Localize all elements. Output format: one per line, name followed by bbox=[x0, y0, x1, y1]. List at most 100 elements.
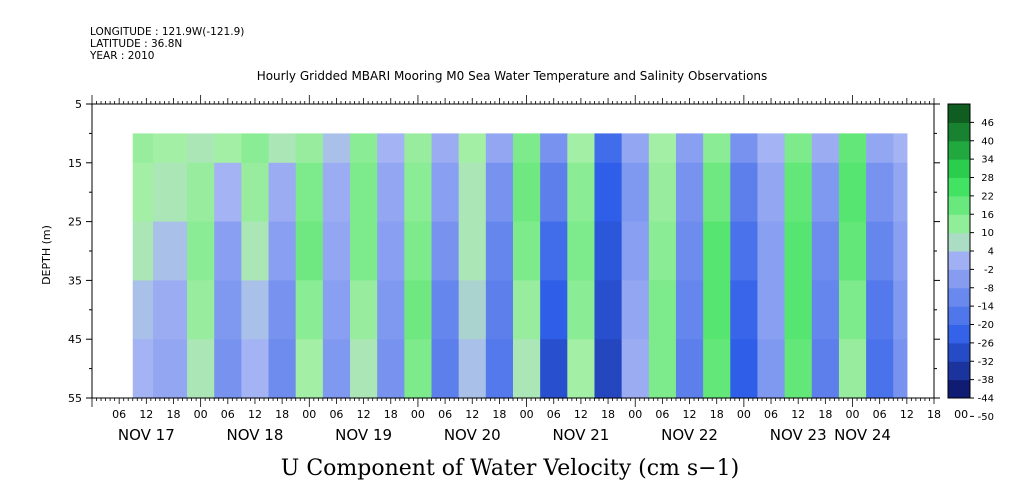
colorbar-label: -32 bbox=[978, 357, 994, 368]
heatmap-cell bbox=[153, 339, 188, 399]
latitude-label: LATITUDE : 36.8N bbox=[90, 38, 183, 50]
colorbar-swatch bbox=[948, 287, 970, 307]
heatmap-cell bbox=[377, 162, 405, 223]
heatmap-cell bbox=[675, 221, 704, 281]
x-hour-label: 00 bbox=[194, 408, 208, 421]
colorbar-label: -8 bbox=[984, 283, 994, 294]
x-hour-label: 00 bbox=[628, 408, 642, 421]
heatmap-cell bbox=[268, 221, 297, 281]
heatmap-cell bbox=[703, 221, 731, 281]
heatmap-cell bbox=[322, 133, 351, 164]
longitude-label: LONGITUDE : 121.9W(-121.9) bbox=[90, 26, 245, 38]
x-hour-label: 12 bbox=[683, 408, 697, 421]
heatmap-cell bbox=[153, 280, 188, 340]
colorbar-label: -38 bbox=[978, 375, 994, 386]
y-axis-label: DEPTH (m) bbox=[40, 225, 53, 285]
heatmap-cell bbox=[811, 162, 840, 223]
heatmap-cell bbox=[377, 221, 405, 281]
heatmap-cell bbox=[567, 280, 596, 340]
heatmap-cell bbox=[404, 221, 433, 281]
y-tick-label: 55 bbox=[68, 392, 82, 405]
heatmap-cell bbox=[703, 339, 731, 399]
heatmap-cell bbox=[431, 133, 460, 164]
x-hour-label: 06 bbox=[221, 408, 235, 421]
heatmap-cell bbox=[187, 221, 215, 281]
colorbar-swatch bbox=[948, 122, 970, 142]
heatmap-cell bbox=[757, 339, 786, 399]
heatmap-cell bbox=[132, 133, 154, 164]
heatmap-cell bbox=[784, 339, 813, 399]
x-hour-label: 00 bbox=[737, 408, 751, 421]
heatmap-cell bbox=[431, 221, 460, 281]
x-hour-label: 06 bbox=[329, 408, 343, 421]
heatmap-cell bbox=[295, 280, 324, 340]
heatmap-cell bbox=[838, 280, 867, 340]
heatmap-cell bbox=[621, 133, 650, 164]
heatmap-cell bbox=[703, 280, 731, 340]
heatmap-cell bbox=[322, 339, 351, 399]
heatmap-cell bbox=[567, 133, 596, 164]
x-hour-label: 06 bbox=[547, 408, 561, 421]
heatmap-cell bbox=[811, 221, 840, 281]
colorbar-label: -20 bbox=[978, 320, 994, 331]
heatmap-cell bbox=[132, 280, 154, 340]
heatmap-cell bbox=[621, 339, 650, 399]
heatmap-cell bbox=[153, 221, 188, 281]
heatmap-cell bbox=[784, 133, 813, 164]
heatmap-cell bbox=[241, 162, 270, 223]
heatmap-cell bbox=[485, 162, 514, 223]
x-hour-label: 12 bbox=[248, 408, 262, 421]
heatmap-cell bbox=[594, 280, 623, 340]
heatmap-cell bbox=[866, 221, 894, 281]
x-day-label: NOV 20 bbox=[444, 426, 501, 444]
heatmap-cell bbox=[132, 162, 154, 223]
x-hour-label: 00 bbox=[520, 408, 534, 421]
heatmap-cell bbox=[567, 339, 596, 399]
heatmap-cell bbox=[187, 339, 215, 399]
heatmap-cell bbox=[866, 162, 894, 223]
colorbar-swatch bbox=[948, 177, 970, 197]
x-day-label: NOV 22 bbox=[661, 426, 718, 444]
heatmap-cell bbox=[513, 280, 541, 340]
heatmap-cell bbox=[730, 280, 759, 340]
heatmap-cell bbox=[675, 133, 704, 164]
heatmap-cell bbox=[540, 133, 568, 164]
heatmap-cell bbox=[295, 162, 324, 223]
heatmap-cell bbox=[322, 162, 351, 223]
colorbar-swatch bbox=[948, 251, 970, 270]
heatmap-cell bbox=[594, 339, 623, 399]
colorbar-label: -50 bbox=[978, 412, 994, 423]
heatmap-cell bbox=[295, 221, 324, 281]
heatmap-cell bbox=[838, 339, 867, 399]
heatmap-cell bbox=[757, 280, 786, 340]
heatmap-cell bbox=[268, 162, 297, 223]
heatmap-cell bbox=[811, 133, 840, 164]
heatmap-cell bbox=[187, 280, 215, 340]
heatmap-cell bbox=[703, 133, 731, 164]
colorbar-swatch bbox=[948, 269, 970, 289]
heatmap-cell bbox=[214, 133, 242, 164]
x-hour-label: 00 bbox=[302, 408, 316, 421]
heatmap-cell bbox=[757, 221, 786, 281]
x-day-label: NOV 17 bbox=[118, 426, 175, 444]
heatmap-cell bbox=[377, 280, 405, 340]
x-hour-label: 12 bbox=[357, 408, 371, 421]
heatmap-cell bbox=[648, 339, 677, 399]
heatmap-cell bbox=[132, 221, 154, 281]
heatmap-cell bbox=[404, 339, 433, 399]
x-axis-label: U Component of Water Velocity (cm s−1) bbox=[281, 456, 739, 481]
x-hour-label: 18 bbox=[710, 408, 724, 421]
x-hour-label: 00 bbox=[954, 408, 968, 421]
heatmap-cell bbox=[893, 133, 908, 164]
heatmap-cell bbox=[187, 133, 215, 164]
heatmap-cell bbox=[540, 221, 568, 281]
heatmap-cell bbox=[485, 280, 514, 340]
colorbar-swatch bbox=[948, 324, 970, 344]
heatmap-cell bbox=[241, 133, 270, 164]
heatmap-cell bbox=[513, 133, 541, 164]
x-hour-label: 12 bbox=[574, 408, 588, 421]
heatmap-cell bbox=[268, 280, 297, 340]
heatmap-cell bbox=[350, 339, 378, 399]
heatmap-cell bbox=[730, 221, 759, 281]
heatmap-cell bbox=[268, 339, 297, 399]
